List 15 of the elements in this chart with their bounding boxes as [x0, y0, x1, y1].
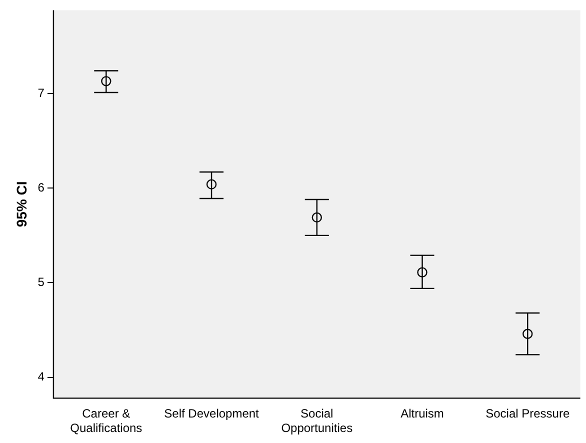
- x-tick-label: Career & Qualifications: [70, 406, 142, 436]
- y-tick-label: 7: [38, 86, 45, 100]
- y-tick-label: 4: [38, 370, 45, 384]
- point: [206, 179, 217, 190]
- x-tick-label: Altruism: [400, 406, 444, 421]
- y-tick-label: 6: [38, 180, 45, 194]
- y-tick-label: 5: [38, 275, 45, 290]
- point: [522, 328, 533, 339]
- point: [101, 76, 112, 86]
- y-axis-title: 95% CI: [13, 181, 30, 228]
- x-tick-label: Self Development: [164, 406, 260, 421]
- x-tick-label: Social Opportunities: [281, 406, 353, 436]
- x-tick-label: Social Pressure: [486, 406, 570, 421]
- point: [312, 212, 322, 223]
- point: [417, 267, 428, 278]
